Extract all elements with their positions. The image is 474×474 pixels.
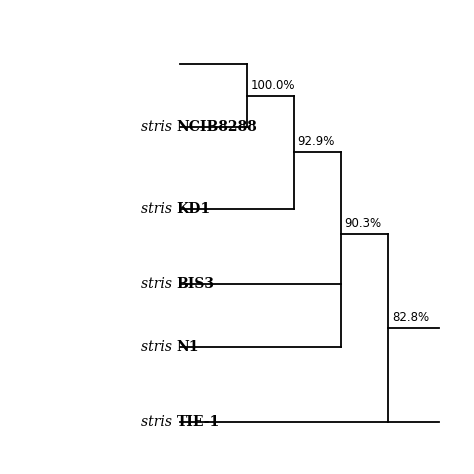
Text: stris: stris bbox=[141, 277, 176, 291]
Text: 92.9%: 92.9% bbox=[298, 136, 335, 148]
Text: stris: stris bbox=[141, 120, 176, 134]
Text: TIE-1: TIE-1 bbox=[176, 415, 219, 429]
Text: NCIB8288: NCIB8288 bbox=[176, 120, 257, 134]
Text: stris: stris bbox=[141, 202, 176, 216]
Text: N1: N1 bbox=[176, 340, 199, 354]
Text: 82.8%: 82.8% bbox=[392, 311, 429, 324]
Text: stris: stris bbox=[141, 415, 176, 429]
Text: KD1: KD1 bbox=[176, 202, 210, 216]
Text: stris: stris bbox=[141, 340, 176, 354]
Text: BIS3: BIS3 bbox=[176, 277, 214, 291]
Text: 90.3%: 90.3% bbox=[345, 217, 382, 230]
Text: 100.0%: 100.0% bbox=[250, 79, 295, 92]
